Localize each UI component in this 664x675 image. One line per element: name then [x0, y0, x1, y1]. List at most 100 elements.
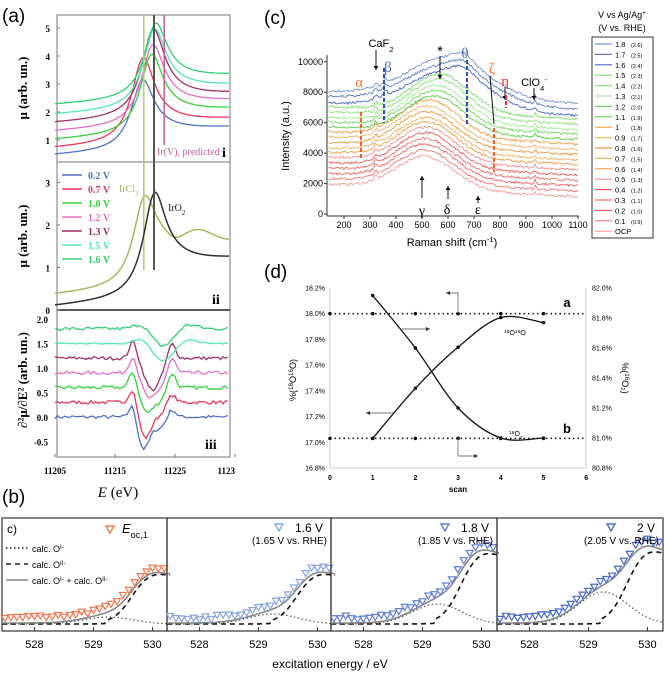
- annotation-caf2-part: 2: [389, 45, 393, 54]
- legend-voltage: 0.5: [615, 175, 625, 184]
- data-marker-triangle: [595, 577, 605, 586]
- data-marker-triangle: [71, 611, 81, 619]
- y-axis-title-right: %(16O₂): [620, 362, 631, 394]
- legend-rhe: (2.2): [631, 85, 642, 91]
- xtick-label: 528: [520, 639, 538, 651]
- reference-marker: [541, 311, 546, 316]
- xas-curve-0.7V: [54, 56, 229, 148]
- subpanel-label-iii: iii: [205, 438, 217, 453]
- xas-fit-panel-4: 528 529 530 2 V(2.05 V vs. RHE): [495, 517, 664, 651]
- legend-voltage: 0.7: [615, 154, 625, 163]
- data-marker-triangle: [335, 615, 345, 623]
- data-marker-triangle: [654, 538, 664, 547]
- ytick-label: 2000: [303, 179, 323, 189]
- calc-sum-curve: [167, 571, 336, 624]
- data-marker-triangle: [248, 607, 258, 615]
- reference-marker: [456, 311, 460, 316]
- reference-marker: [413, 311, 418, 316]
- legend-eoc1-part: E: [122, 521, 131, 536]
- calc-sum-curve: [331, 549, 500, 624]
- data-marker-triangle: [312, 564, 322, 573]
- xtick-label: 4: [499, 475, 503, 482]
- data-marker-triangle: [631, 541, 641, 550]
- series-point: [499, 436, 503, 440]
- iro2-label-part: IrO: [168, 203, 182, 214]
- data-marker-triangle: [194, 616, 204, 624]
- legend-voltage: 0.6: [615, 165, 625, 174]
- legend-marker-triangle: [439, 523, 451, 533]
- reference-marker: [328, 311, 332, 316]
- data-marker-triangle: [65, 611, 75, 620]
- reference-marker: [413, 436, 418, 441]
- subpanel-label-i: i: [222, 146, 226, 161]
- xtick-label: 700: [466, 220, 481, 230]
- ytick-label: 1.0: [37, 364, 49, 374]
- data-marker-triangle: [171, 614, 181, 623]
- ytick-label: 3: [46, 179, 51, 189]
- data-marker-triangle: [613, 565, 623, 574]
- left-axis-arrow-a-head: [446, 291, 450, 295]
- xtick-label: 1: [371, 475, 375, 482]
- data-marker-triangle: [6, 613, 16, 622]
- xtick-label: 600: [440, 220, 455, 230]
- x-axis-title-part: Raman shift (cm: [407, 237, 487, 249]
- annotation-alpha: α: [355, 75, 363, 91]
- ytick-label: 4000: [303, 148, 323, 158]
- legend-label: calc. OI- + calc. OII-: [32, 576, 108, 587]
- xtick-label: 400: [388, 220, 403, 230]
- legend-rhe: (2.6): [631, 43, 642, 49]
- legend-rhe: (1.2): [631, 189, 642, 195]
- series-label-16o2-part: O: [514, 431, 520, 438]
- data-marker-triangle: [412, 600, 422, 608]
- annotation-eta: η: [501, 74, 509, 90]
- data-marker-triangle: [47, 613, 57, 622]
- legend-rhe: (1.8): [631, 126, 642, 132]
- data-marker-triangle: [18, 613, 28, 622]
- legend-voltage: 1: [615, 123, 619, 132]
- series-point: [541, 320, 546, 325]
- data-marker-triangle: [236, 611, 246, 620]
- data-marker-triangle: [218, 611, 228, 620]
- x-axis-title-part: -1: [487, 235, 494, 244]
- potential-label: 2 V: [637, 521, 655, 535]
- legend-marker-triangle: [104, 525, 116, 535]
- series-point: [541, 436, 546, 440]
- ytick-label: 10000: [298, 57, 323, 67]
- y-axis-title-right-part: O₂): [620, 380, 630, 394]
- raman-spectrum-1.5: [328, 72, 579, 121]
- legend-rhe: (1.4): [631, 168, 642, 174]
- calc-o-ii-curve: [2, 573, 171, 625]
- raman-spectrum-1.2: [328, 89, 579, 136]
- annotation-beta: β: [384, 60, 392, 76]
- derivative-curve-1.5V: [54, 338, 229, 362]
- series-point: [499, 315, 503, 320]
- data-marker-triangle: [24, 612, 34, 621]
- data-marker-triangle: [153, 565, 163, 574]
- annotation-star: *: [437, 43, 443, 60]
- legend-voltage: 1.7: [615, 50, 625, 59]
- data-marker-triangle: [118, 591, 128, 600]
- clo4-arrow-head: [531, 96, 537, 100]
- data-marker-triangle: [242, 609, 252, 618]
- rhe-label: (2.05 V vs. RHE): [584, 536, 659, 547]
- xtick-label: 5: [542, 475, 546, 482]
- xtick-label: 0: [328, 475, 332, 482]
- series-label-18o16o-part: O: [509, 330, 515, 337]
- data-marker-triangle: [524, 613, 534, 622]
- data-marker-triangle: [637, 538, 647, 547]
- ytick-label-right: 81.2%: [592, 406, 612, 413]
- annotation-caf2: CaF2: [368, 38, 393, 54]
- series-point: [370, 293, 375, 298]
- ytick-label: 0.5: [37, 389, 49, 399]
- ytick-label: 5: [46, 24, 51, 34]
- data-marker-triangle: [41, 613, 51, 622]
- ircl3-label-part: 3: [135, 190, 139, 198]
- ytick-label-right: 81.4%: [592, 376, 612, 383]
- data-marker-triangle: [447, 576, 457, 584]
- xtick-label: 1123: [217, 466, 235, 476]
- legend-title: V vs Ag/Ag+: [598, 10, 646, 21]
- y-axis-title: ∂²μ/∂E² (arb. un.): [15, 332, 30, 428]
- ytick-label: 2: [46, 108, 51, 118]
